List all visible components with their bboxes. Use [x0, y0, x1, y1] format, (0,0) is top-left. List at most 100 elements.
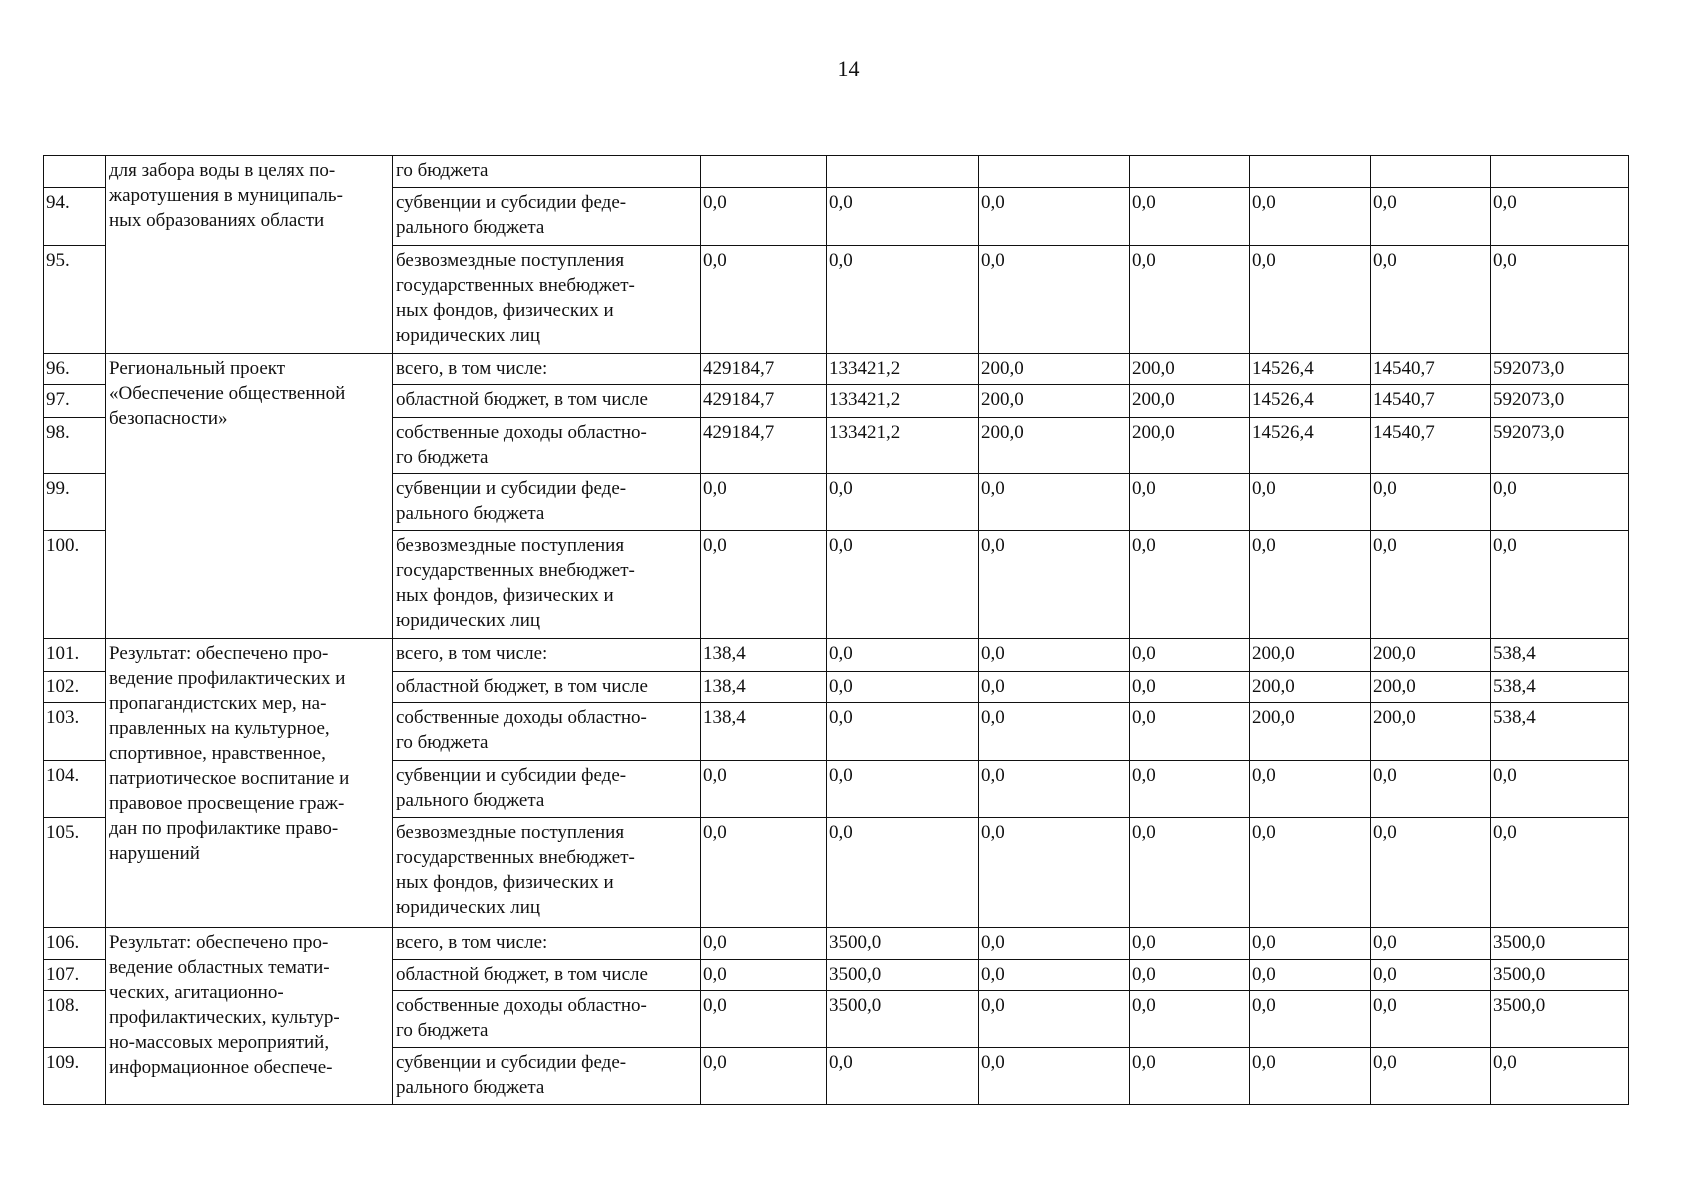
value-cell: 0,0 — [1490, 530, 1629, 639]
value-cell: 200,0 — [1249, 638, 1371, 672]
value-cell: 0,0 — [1249, 760, 1371, 818]
value-cell: 0,0 — [1129, 473, 1250, 531]
value-cell: 14526,4 — [1249, 384, 1371, 418]
value-cell: 0,0 — [1370, 245, 1491, 354]
value-cell: 0,0 — [700, 473, 827, 531]
value-cell: 133421,2 — [826, 353, 979, 385]
row-number: 103. — [43, 702, 106, 761]
value-cell: 0,0 — [1490, 1047, 1629, 1105]
value-cell: 0,0 — [826, 187, 979, 246]
row-number: 97. — [43, 384, 106, 418]
value-cell: 0,0 — [978, 473, 1130, 531]
value-cell: 429184,7 — [700, 417, 827, 474]
row-number: 102. — [43, 671, 106, 703]
value-cell: 138,4 — [700, 702, 827, 761]
value-cell: 14540,7 — [1370, 353, 1491, 385]
value-cell: 0,0 — [700, 245, 827, 354]
value-cell: 200,0 — [1129, 384, 1250, 418]
value-cell: 0,0 — [1249, 959, 1371, 991]
value-cell: 3500,0 — [826, 990, 979, 1048]
value-cell: 200,0 — [978, 353, 1130, 385]
value-cell: 200,0 — [1249, 702, 1371, 761]
value-cell: 0,0 — [1490, 817, 1629, 928]
funding-source: субвенции и субсидии феде- рального бюдж… — [392, 1047, 701, 1105]
funding-source: безвозмездные поступления государственны… — [392, 245, 701, 354]
row-number: 108. — [43, 990, 106, 1048]
value-cell: 0,0 — [1370, 817, 1491, 928]
value-cell — [1249, 155, 1371, 188]
table-row: 98. собственные доходы областно- го бюдже… — [43, 417, 1629, 474]
value-cell: 0,0 — [1249, 473, 1371, 531]
value-cell: 3500,0 — [1490, 959, 1629, 991]
value-cell — [1129, 155, 1250, 188]
row-number: 107. — [43, 959, 106, 991]
value-cell: 0,0 — [1370, 473, 1491, 531]
value-cell: 0,0 — [1249, 1047, 1371, 1105]
table-row: 109. субвенции и субсидии феде- рального … — [43, 1047, 1629, 1105]
table-row: 97. областной бюджет, в том числе 429184,7… — [43, 384, 1629, 418]
table-row: 95. безвозмездные поступления государстве… — [43, 245, 1629, 354]
item-description: Результат: обеспечено про- ведение облас… — [105, 927, 393, 1105]
funding-source: всего, в том числе: — [392, 927, 701, 960]
value-cell: 200,0 — [1370, 702, 1491, 761]
value-cell: 0,0 — [978, 760, 1130, 818]
value-cell: 0,0 — [1129, 702, 1250, 761]
funding-source: го бюджета — [392, 155, 701, 188]
item-description: Результат: обеспечено про- ведение профи… — [105, 638, 393, 928]
row-number — [43, 155, 106, 188]
funding-source: безвозмездные поступления государственны… — [392, 530, 701, 639]
value-cell — [1370, 155, 1491, 188]
value-cell: 0,0 — [1249, 245, 1371, 354]
value-cell: 0,0 — [1249, 990, 1371, 1048]
value-cell: 429184,7 — [700, 353, 827, 385]
value-cell: 0,0 — [1129, 187, 1250, 246]
value-cell: 0,0 — [1370, 187, 1491, 246]
value-cell: 200,0 — [978, 417, 1130, 474]
value-cell: 14526,4 — [1249, 353, 1371, 385]
value-cell: 14540,7 — [1370, 384, 1491, 418]
value-cell: 0,0 — [978, 530, 1130, 639]
value-cell: 0,0 — [978, 245, 1130, 354]
value-cell: 0,0 — [1129, 990, 1250, 1048]
value-cell: 0,0 — [826, 817, 979, 928]
value-cell: 14540,7 — [1370, 417, 1491, 474]
funding-source: субвенции и субсидии феде- рального бюдж… — [392, 473, 701, 531]
value-cell: 0,0 — [978, 1047, 1130, 1105]
value-cell: 0,0 — [978, 702, 1130, 761]
value-cell: 200,0 — [1370, 638, 1491, 672]
value-cell: 3500,0 — [1490, 990, 1629, 1048]
value-cell: 0,0 — [1129, 638, 1250, 672]
value-cell: 0,0 — [700, 530, 827, 639]
table-row: 105. безвозмездные поступления государств… — [43, 817, 1629, 928]
value-cell: 3500,0 — [826, 927, 979, 960]
item-description: Региональный проект «Обеспечение обществ… — [105, 353, 393, 639]
funding-source: всего, в том числе: — [392, 638, 701, 672]
value-cell: 14526,4 — [1249, 417, 1371, 474]
value-cell: 0,0 — [978, 927, 1130, 960]
value-cell: 0,0 — [1490, 760, 1629, 818]
value-cell: 0,0 — [700, 187, 827, 246]
value-cell: 0,0 — [826, 245, 979, 354]
funding-source: областной бюджет, в том числе — [392, 384, 701, 418]
row-number: 101. — [43, 638, 106, 672]
table-row: 96. Региональный проект «Обеспечение обще… — [43, 353, 1629, 639]
value-cell: 0,0 — [1370, 927, 1491, 960]
funding-source: собственные доходы областно- го бюджета — [392, 417, 701, 474]
value-cell: 0,0 — [700, 1047, 827, 1105]
value-cell: 592073,0 — [1490, 353, 1629, 385]
value-cell: 0,0 — [978, 638, 1130, 672]
value-cell: 133421,2 — [826, 384, 979, 418]
table-row: 108. собственные доходы областно- го бюдж… — [43, 990, 1629, 1048]
value-cell: 0,0 — [1129, 530, 1250, 639]
value-cell: 133421,2 — [826, 417, 979, 474]
value-cell: 0,0 — [700, 760, 827, 818]
value-cell: 200,0 — [1249, 671, 1371, 703]
value-cell: 0,0 — [1249, 927, 1371, 960]
value-cell: 538,4 — [1490, 638, 1629, 672]
value-cell: 0,0 — [1370, 760, 1491, 818]
value-cell: 0,0 — [1129, 760, 1250, 818]
table-row: 104. субвенции и субсидии феде- рального … — [43, 760, 1629, 818]
value-cell: 538,4 — [1490, 671, 1629, 703]
table-row: 103. собственные доходы областно- го бюдж… — [43, 702, 1629, 761]
budget-table: для забора воды в целях по- жаротушения … — [43, 155, 1629, 1105]
